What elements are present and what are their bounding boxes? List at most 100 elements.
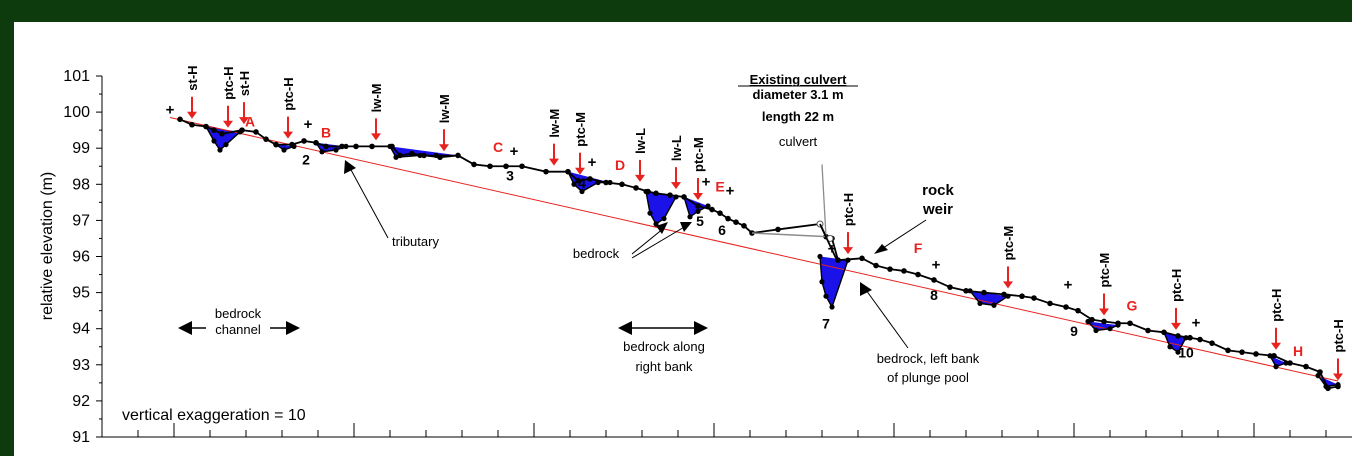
pool-point [1267,353,1273,359]
survey-point [1239,349,1245,355]
culvert-title: Existing culvert [750,72,847,87]
pool-point [1093,327,1099,334]
red-arrow-head [283,131,293,139]
arrow-label: ptc-M [691,137,706,172]
plus-mark: + [702,174,711,191]
pool-point [565,169,571,175]
plus-mark: + [1064,277,1073,294]
survey-point [695,203,701,209]
pool-point [1167,344,1173,350]
plus-mark: + [166,101,175,118]
unit-number: 2 [302,151,310,167]
culvert-layer [751,164,837,259]
plunge-drop [819,223,837,259]
pool-point [681,194,687,200]
survey-point [1089,316,1095,323]
weir-arrowhead [874,244,888,254]
survey-point [177,116,183,123]
reach-letter: H [1293,343,1303,359]
y-tick-label: 95 [72,285,90,302]
reach-letter: G [1127,298,1138,314]
pool-fill [276,144,294,151]
unit-number: 3 [506,168,514,184]
pool-point [313,140,319,146]
profile-layer [177,116,1341,392]
red-arrow-head [1271,342,1281,350]
bedrock-along-arrowhead-right [694,321,708,335]
pool-point [1115,322,1121,328]
weir-leader [879,219,927,251]
survey-point [859,255,865,262]
y-tick-label: 91 [72,429,90,446]
bedrock-label: bedrock [573,246,620,261]
pool-point [817,253,823,260]
red-arrow-head [1333,373,1343,381]
arrow-label: lw-L [669,135,684,161]
pool-point [291,143,297,149]
survey-point [1253,351,1259,357]
arrow-label: ptc-H [1269,289,1284,322]
red-arrow-head [223,120,233,128]
red-arrow-head [671,182,681,190]
arrow-label: ptc-H [1169,269,1184,302]
survey-point [873,262,879,269]
plus-mark: + [1192,314,1201,331]
pool-point [673,194,679,200]
reach-letter: C [493,139,503,155]
bedrock-left-leader [865,289,909,349]
red-arrow-head [635,174,645,182]
pool-point [653,221,659,227]
pool-point [1085,318,1091,325]
bed-profile-line [179,118,1339,390]
rock-label: rock [922,182,954,199]
arrow-label: ptc-H [1331,319,1346,352]
survey-point [503,163,509,170]
pool-point [687,214,693,220]
pool-outline [1087,321,1119,332]
bedrock-leader-1 [631,227,665,255]
survey-point [1031,295,1037,301]
survey-point [741,223,747,229]
pool-point [455,152,461,159]
red-arrow-head [693,192,703,200]
bedrock-along-label-2: right bank [635,359,693,374]
plus-mark: + [588,154,597,171]
survey-point [1019,293,1025,300]
pool-point [393,154,399,160]
pool-point [647,210,653,216]
arrow-label: ptc-M [573,112,588,147]
pool-point [695,208,701,214]
bedrock-along-arrowhead-left [618,321,632,335]
survey-point [981,289,987,296]
y-tick-label: 101 [63,68,90,85]
survey-point [1127,320,1133,327]
survey-point [369,143,375,150]
pool-point [829,304,835,310]
survey-point [219,130,225,137]
unit-number: 4 [578,175,586,191]
pool-point [273,141,279,148]
pool-point [819,279,825,285]
red-arrow-head [575,167,585,175]
survey-point [901,268,907,274]
culvert-leader [821,164,827,237]
bedrock-channel-label-2: channel [215,322,261,337]
survey-point [1303,363,1309,370]
plus-mark: + [932,257,941,274]
arrow-label: lw-L [633,128,648,154]
arrow-label: st-H [185,65,200,90]
pool-point [1283,360,1289,366]
pool-point [845,257,851,263]
unit-number: 6 [718,222,726,238]
survey-point [1225,347,1231,354]
y-tick-label: 94 [72,321,90,338]
chart-frame: 91 92 93 94 95 96 97 98 99 100 101 relative elevati… [14,22,1352,456]
reach-letter: F [914,240,923,256]
survey-point [619,181,625,188]
unit-number: 5 [696,213,704,229]
pool-point [1005,293,1011,299]
marks-layer: st-H ptc-H st-H ptc-H lw-M lw-M lw-M ptc-M lw-L l… [166,65,1346,381]
survey-point [887,266,893,272]
pool-point [319,149,325,155]
